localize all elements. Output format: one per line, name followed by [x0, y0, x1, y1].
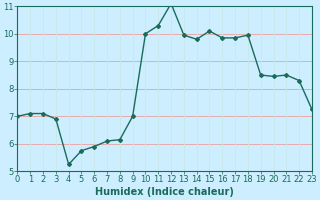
X-axis label: Humidex (Indice chaleur): Humidex (Indice chaleur) — [95, 187, 234, 197]
